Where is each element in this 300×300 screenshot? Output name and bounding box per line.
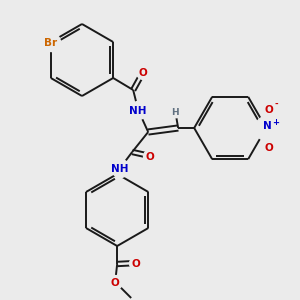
Text: O: O [139,68,148,78]
Text: O: O [132,259,141,269]
Text: O: O [111,278,120,288]
Text: NH: NH [129,106,147,116]
Text: +: + [272,118,279,127]
Text: -: - [274,100,278,109]
Text: N: N [263,121,272,131]
Text: O: O [265,143,274,153]
Text: O: O [265,105,274,115]
Text: Br: Br [44,38,57,48]
Text: O: O [146,152,154,162]
Text: NH: NH [111,164,129,174]
Text: H: H [171,107,179,116]
